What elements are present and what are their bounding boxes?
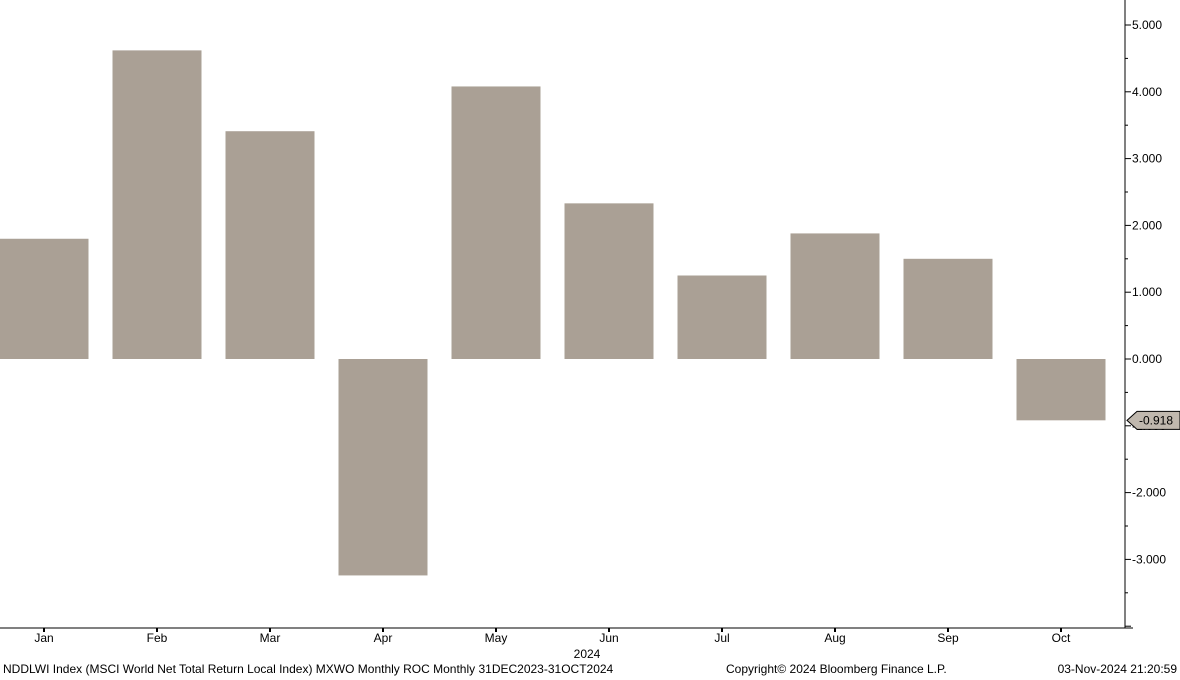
x-tick-label: Mar: [260, 631, 281, 645]
y-tick-label: 2.000: [1132, 218, 1162, 232]
last-value-marker: -0.918: [1126, 410, 1180, 430]
y-tick-label: 4.000: [1132, 85, 1162, 99]
x-tick-label: Oct: [1052, 631, 1071, 645]
x-tick-label: Jan: [34, 631, 53, 645]
bar-apr: [338, 359, 428, 576]
bar-jul: [677, 275, 767, 359]
y-tick-label: 5.000: [1132, 18, 1162, 32]
last-value-label: -0.918: [1139, 413, 1173, 427]
bar-may: [451, 86, 541, 360]
footer-timestamp: 03-Nov-2024 21:20:59: [1057, 662, 1177, 676]
y-tick-label: 0.000: [1132, 352, 1162, 366]
x-tick-label: May: [485, 631, 508, 645]
y-tick-label: -3.000: [1132, 552, 1166, 566]
x-year-label: 2024: [574, 647, 601, 661]
bar-jan: [0, 238, 89, 359]
bar-oct: [1016, 359, 1106, 421]
axes-layer: [0, 0, 1133, 632]
footer-copyright: Copyright© 2024 Bloomberg Finance L.P.: [726, 662, 947, 676]
x-tick-label: Aug: [824, 631, 845, 645]
labels-layer: 5.0004.0003.0002.0001.0000.000-1.000-2.0…: [34, 18, 1180, 661]
bars-layer: [0, 50, 1106, 576]
y-tick-label: 3.000: [1132, 152, 1162, 166]
bar-aug: [790, 233, 880, 359]
bar-jun: [564, 203, 654, 359]
x-tick-label: Jun: [599, 631, 618, 645]
last-value-marker-shape: [1126, 410, 1180, 430]
x-tick-label: Sep: [937, 631, 959, 645]
x-tick-label: Apr: [374, 631, 393, 645]
x-tick-label: Jul: [714, 631, 729, 645]
bar-sep: [903, 258, 993, 359]
x-tick-label: Feb: [147, 631, 168, 645]
y-tick-label: 1.000: [1132, 285, 1162, 299]
bar-feb: [112, 50, 202, 359]
bar-mar: [225, 131, 315, 359]
footer-series-description: NDDLWI Index (MSCI World Net Total Retur…: [3, 662, 614, 676]
y-tick-label: -2.000: [1132, 486, 1166, 500]
